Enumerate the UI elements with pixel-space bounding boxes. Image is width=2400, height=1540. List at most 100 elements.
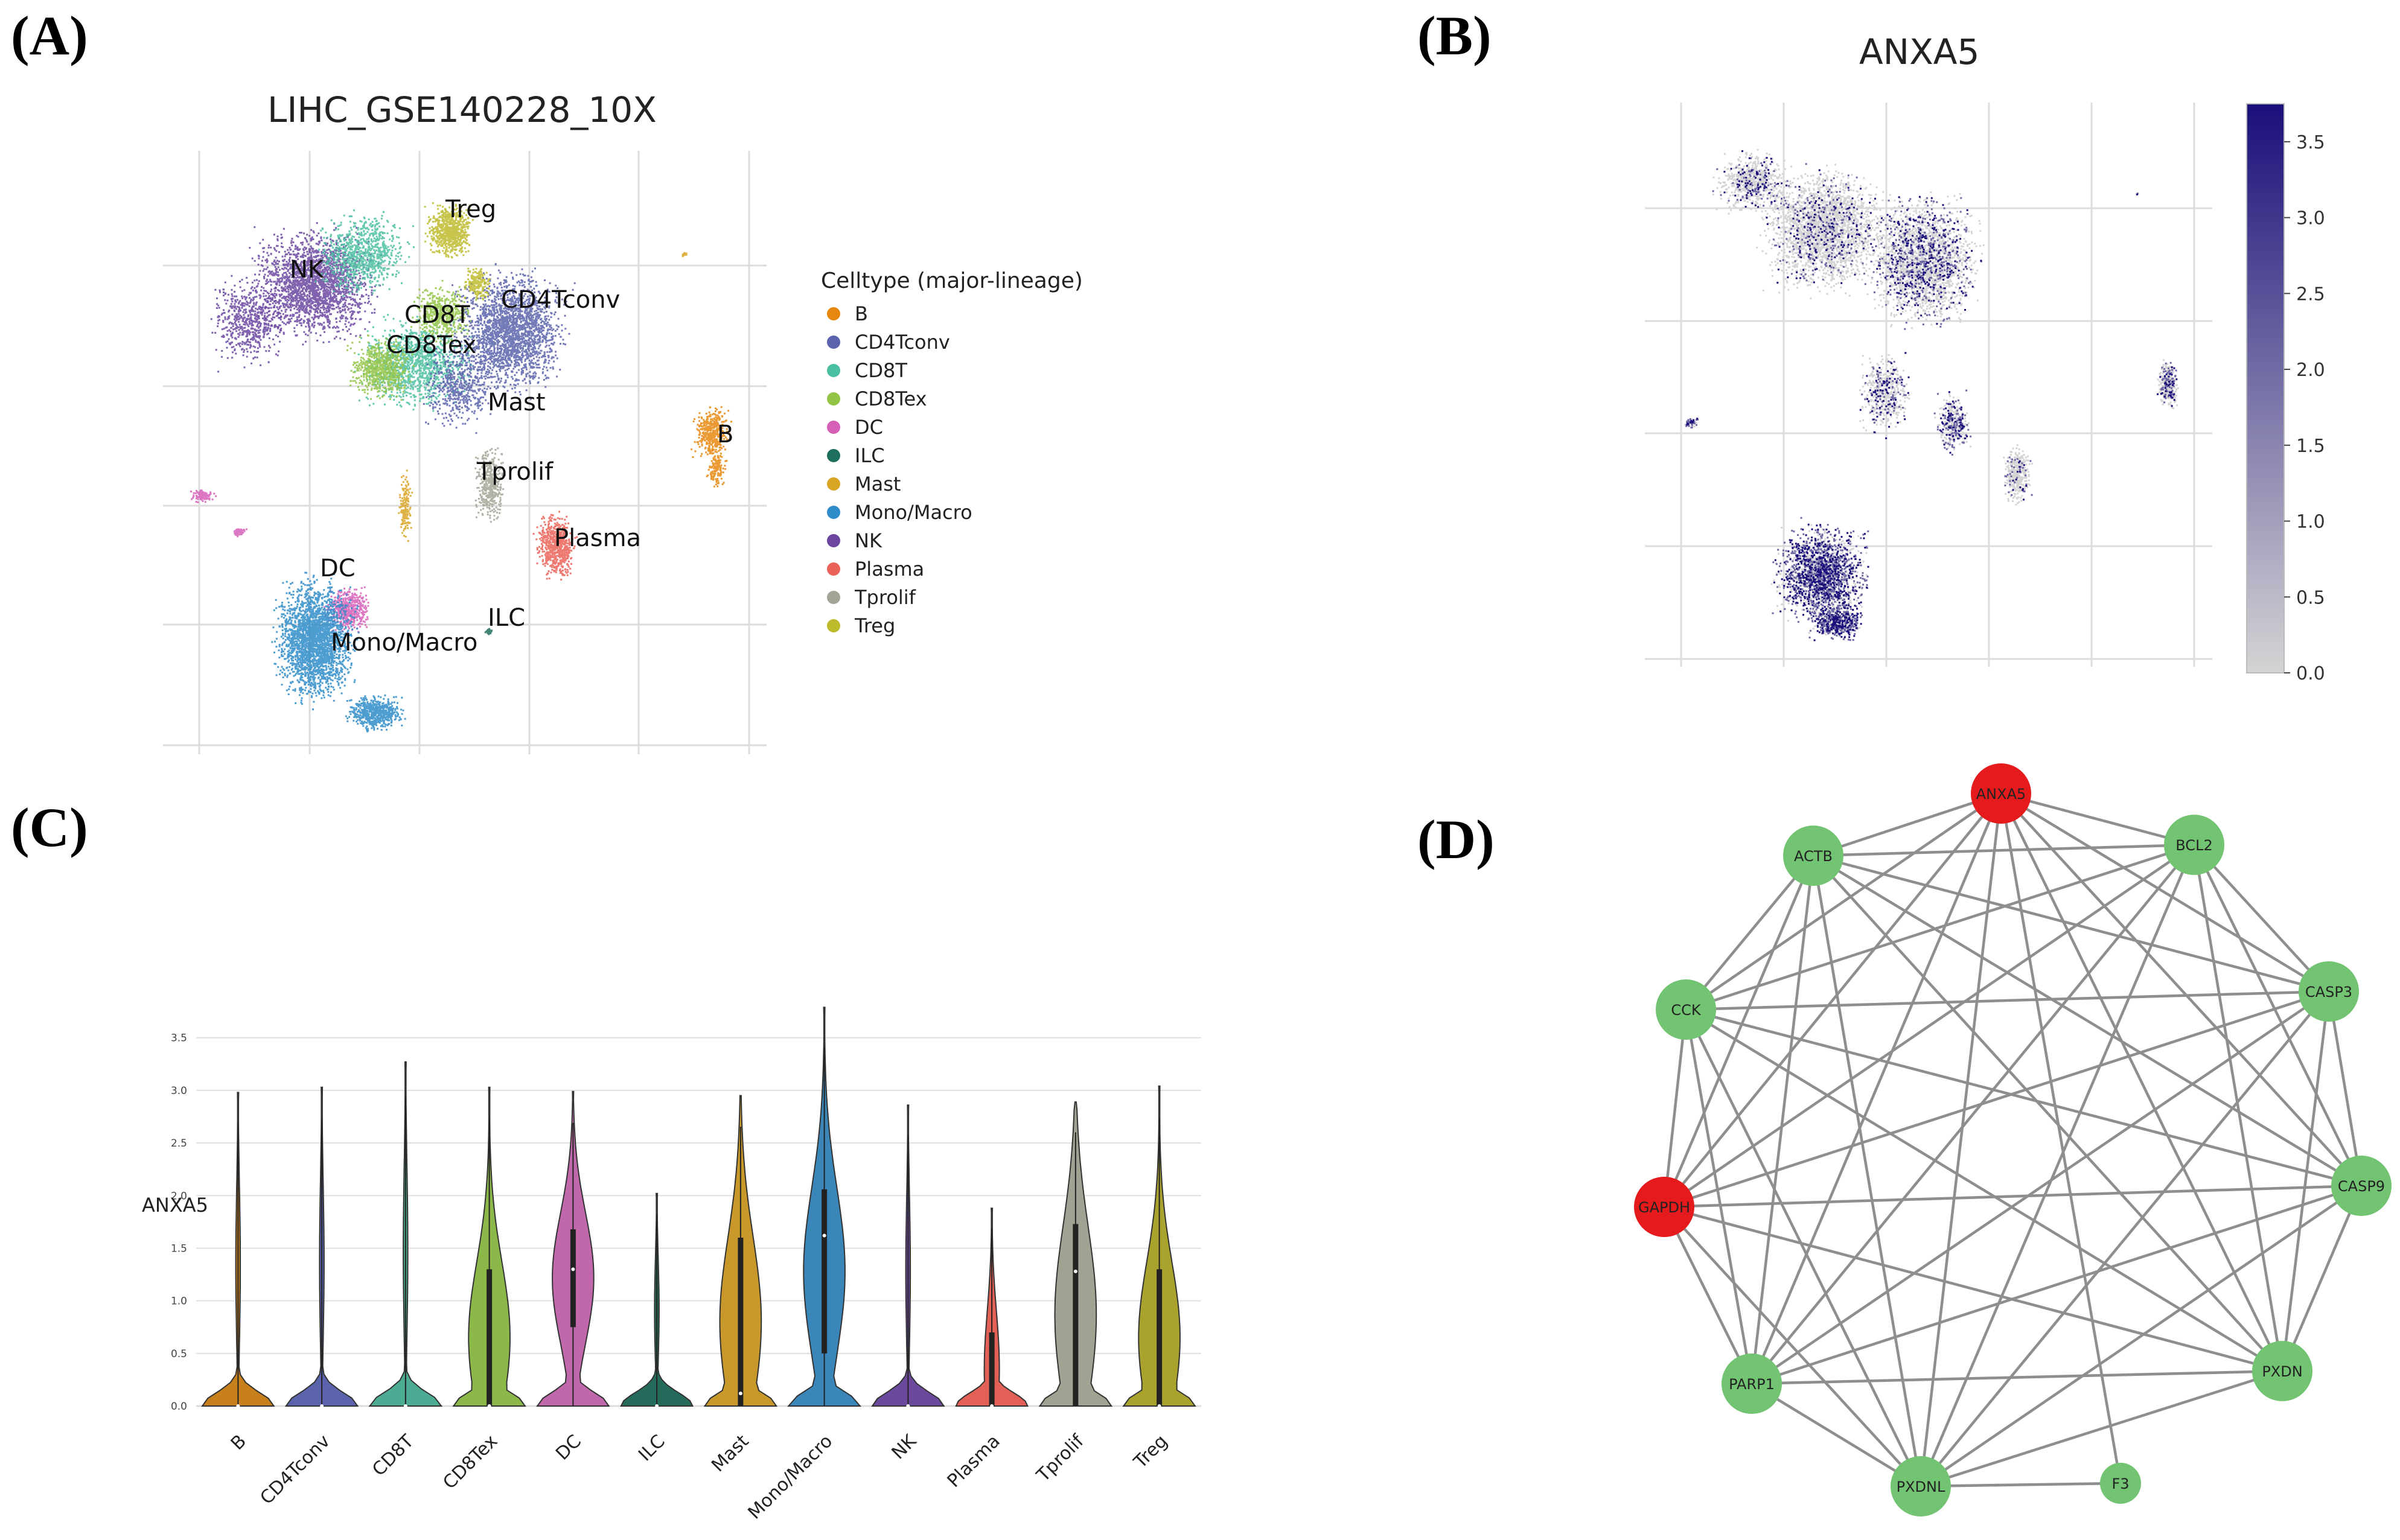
network-edge	[2000, 792, 2363, 1187]
y-tick-label: 2.0	[171, 1190, 187, 1202]
umap-points-high	[2157, 366, 2178, 407]
umap-points-mid	[1864, 197, 1982, 330]
network-edge	[1664, 990, 2329, 1209]
umap-points-mid	[1861, 360, 1907, 434]
legend-item: ILC	[821, 441, 1083, 469]
legend-label: NK	[855, 529, 882, 552]
network-graph: ANXA5 BCL2 CASP3 CASP9 PXDN F3 PXDNL PARP1 GAPDH…	[1634, 763, 2392, 1516]
legend-swatch	[827, 363, 840, 377]
network-edge	[1684, 1009, 1923, 1487]
legend-item: NK	[821, 526, 1083, 555]
umap-cluster-label: Mast	[488, 389, 546, 416]
panel-label-b: (B)	[1417, 5, 1492, 66]
umap-cluster-nk	[247, 222, 382, 346]
violin-median	[403, 1404, 407, 1408]
network-edge	[1813, 792, 2002, 858]
network-edge	[1662, 1206, 1754, 1384]
violin-median	[990, 1404, 994, 1408]
network-edge	[2000, 792, 2330, 993]
umap-cluster-label: DC	[320, 555, 356, 582]
network-edge	[1812, 854, 2363, 1187]
legend-title: Celltype (major-lineage)	[821, 269, 1083, 293]
network-node-parp1	[1722, 1354, 1782, 1414]
legend-item: B	[821, 299, 1083, 328]
network-edge	[1920, 1481, 2121, 1488]
legend-swatch	[827, 533, 840, 547]
legend-swatch	[827, 335, 840, 349]
colorbar-tick-label: 2.5	[2296, 284, 2325, 305]
umap-points-mid	[2160, 361, 2177, 404]
violin-median	[906, 1404, 910, 1408]
legend-swatch	[827, 448, 840, 462]
umap-cluster-cd8t	[314, 209, 415, 297]
network-node-actb	[1783, 826, 1843, 886]
umap-points-high	[1686, 418, 1699, 426]
network-edge	[1685, 854, 1814, 1011]
network-edge	[2280, 1185, 2363, 1372]
umap-cluster-cd8tex	[410, 279, 477, 345]
legend-label: Treg	[855, 614, 896, 637]
legend-label: ILC	[855, 444, 885, 467]
legend-label: Mono/Macro	[855, 500, 972, 524]
umap-cluster-mast	[398, 469, 413, 542]
umap-points-low	[1808, 606, 1863, 638]
umap-celltype-points	[190, 202, 732, 733]
legend-swatch	[827, 505, 840, 519]
umap-cluster-dc	[190, 489, 217, 503]
network-edge	[1920, 990, 2330, 1488]
network-edge	[1920, 1185, 2363, 1488]
violin-median	[738, 1392, 742, 1396]
umap-cluster-dc	[323, 586, 369, 634]
violin-median	[487, 1404, 491, 1408]
umap-cluster-label: Treg	[445, 196, 496, 223]
x-tick-label: DC	[552, 1431, 586, 1465]
legend-label: B	[855, 302, 868, 325]
legend-item: CD8T	[821, 356, 1083, 384]
network-node-pxdnl	[1891, 1456, 1951, 1516]
network-edge	[1663, 792, 2002, 1208]
umap-cluster-mono-macro	[271, 571, 360, 710]
network-edge	[1685, 843, 2195, 1011]
y-tick-label: 2.5	[171, 1138, 187, 1150]
panel-label-c: (C)	[11, 797, 88, 858]
colorbar-tick-label: 2.0	[2296, 360, 2325, 381]
violin-median	[822, 1233, 826, 1238]
network-edge	[1664, 1184, 2362, 1209]
umap-cluster-treg	[464, 267, 491, 301]
umap-points-high	[1809, 603, 1862, 641]
network-node-label: BCL2	[2175, 837, 2212, 854]
legend-item: Mono/Macro	[821, 498, 1083, 526]
umap-cluster-label: CD4Tconv	[501, 286, 620, 314]
umap-cluster-mast	[681, 252, 688, 258]
colorbar-tick-label: 1.0	[2296, 512, 2325, 533]
legend-swatch	[827, 420, 840, 434]
x-tick-label: Treg	[1129, 1431, 1172, 1473]
violin-median	[320, 1404, 324, 1408]
network-node-label: PXDN	[2262, 1363, 2302, 1380]
umap-cluster-label: CD8Tex	[386, 331, 476, 359]
network-edge	[1685, 1008, 2284, 1372]
y-tick-label: 3.5	[171, 1032, 187, 1045]
legend-item: Treg	[821, 611, 1083, 640]
network-edge	[2192, 844, 2363, 1186]
x-tick-label: CD4Tconv	[256, 1431, 334, 1509]
network-node-label: GAPDH	[1638, 1199, 1690, 1216]
umap-cluster-label: Plasma	[554, 524, 641, 552]
network-edge	[1750, 793, 2003, 1384]
umap-cluster-mono-macro	[345, 694, 406, 733]
legend-item: DC	[821, 413, 1083, 441]
colorbar-tick-label: 3.0	[2296, 208, 2325, 229]
network-edge	[1685, 990, 2329, 1011]
umap-anxa5-points	[1684, 148, 2179, 641]
network-edge	[1751, 1369, 2283, 1386]
x-tick-label: B	[227, 1431, 251, 1454]
x-tick-label: Mast	[707, 1431, 753, 1477]
umap-cluster-label: ILC	[488, 604, 525, 632]
x-tick-label: ILC	[634, 1431, 669, 1466]
network-node-label: CASP9	[2338, 1178, 2385, 1195]
legend-label: CD8Tex	[855, 387, 927, 410]
umap-cluster-label: Mono/Macro	[331, 629, 477, 657]
umap-points-low	[1712, 148, 1790, 215]
network-edge	[1919, 793, 2003, 1487]
network-edge	[1811, 855, 1923, 1487]
